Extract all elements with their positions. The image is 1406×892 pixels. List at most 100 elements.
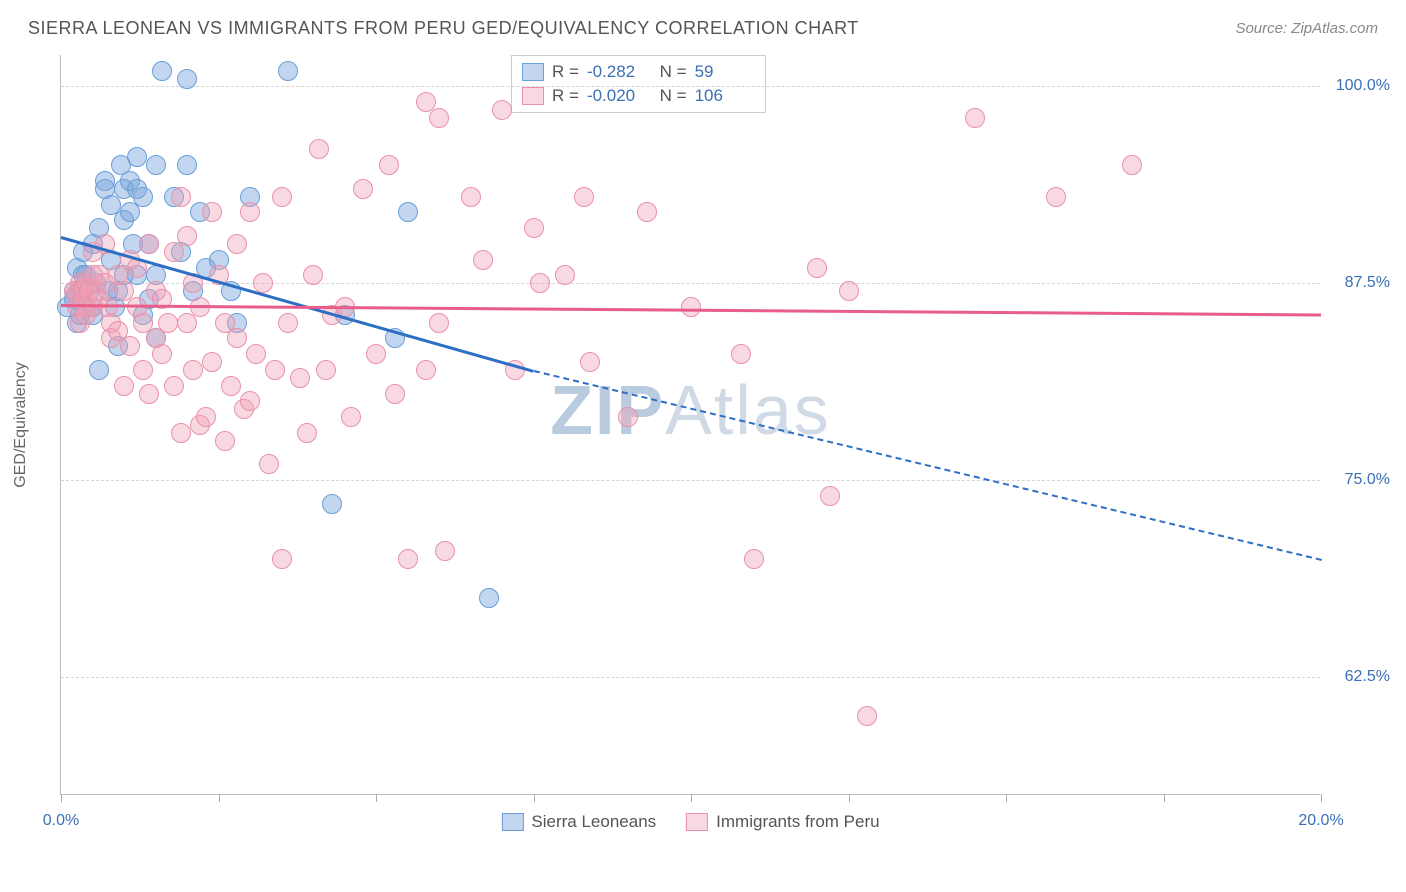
data-point — [839, 281, 859, 301]
data-point — [259, 454, 279, 474]
x-tick — [61, 794, 62, 802]
data-point — [574, 187, 594, 207]
legend-label: Immigrants from Peru — [716, 812, 879, 832]
data-point — [379, 155, 399, 175]
stat-n-label: N = — [655, 62, 687, 82]
data-point — [139, 384, 159, 404]
data-point — [1046, 187, 1066, 207]
x-tick — [849, 794, 850, 802]
legend-bottom: Sierra Leoneans Immigrants from Peru — [501, 812, 879, 832]
data-point — [227, 234, 247, 254]
data-point — [196, 407, 216, 427]
data-point — [303, 265, 323, 285]
gridline — [61, 677, 1320, 678]
data-point — [114, 376, 134, 396]
stat-r-label: R = — [552, 86, 579, 106]
stat-n-value: 59 — [695, 62, 755, 82]
data-point — [473, 250, 493, 270]
data-point — [530, 273, 550, 293]
data-point — [416, 360, 436, 380]
data-point — [221, 376, 241, 396]
data-point — [744, 549, 764, 569]
data-point — [385, 384, 405, 404]
legend-swatch — [522, 87, 544, 105]
stats-legend-box: R = -0.282 N = 59R = -0.020 N = 106 — [511, 55, 766, 113]
legend-swatch — [501, 813, 523, 831]
data-point — [398, 549, 418, 569]
data-point — [246, 344, 266, 364]
data-point — [89, 360, 109, 380]
source-attribution: Source: ZipAtlas.com — [1235, 20, 1378, 37]
data-point — [227, 328, 247, 348]
gridline — [61, 86, 1320, 87]
data-point — [290, 368, 310, 388]
data-point — [240, 202, 260, 222]
y-tick-label: 100.0% — [1336, 77, 1390, 95]
stats-row: R = -0.282 N = 59 — [522, 60, 755, 84]
data-point — [1122, 155, 1142, 175]
data-point — [171, 423, 191, 443]
data-point — [278, 61, 298, 81]
data-point — [272, 187, 292, 207]
data-point — [820, 486, 840, 506]
data-point — [265, 360, 285, 380]
stat-n-value: 106 — [695, 86, 755, 106]
x-tick — [691, 794, 692, 802]
data-point — [152, 344, 172, 364]
data-point — [429, 108, 449, 128]
data-point — [316, 360, 336, 380]
data-point — [127, 147, 147, 167]
data-point — [681, 297, 701, 317]
data-point — [429, 313, 449, 333]
gridline — [61, 480, 1320, 481]
data-point — [278, 313, 298, 333]
trend-line-extension — [533, 370, 1321, 561]
data-point — [857, 706, 877, 726]
data-point — [435, 541, 455, 561]
data-point — [158, 313, 178, 333]
data-point — [297, 423, 317, 443]
x-tick — [1321, 794, 1322, 802]
data-point — [322, 494, 342, 514]
data-point — [177, 69, 197, 89]
y-tick-label: 62.5% — [1345, 668, 1390, 686]
data-point — [353, 179, 373, 199]
data-point — [618, 407, 638, 427]
data-point — [479, 588, 499, 608]
x-tick-label: 20.0% — [1298, 812, 1343, 830]
data-point — [580, 352, 600, 372]
data-point — [272, 549, 292, 569]
stat-r-label: R = — [552, 62, 579, 82]
data-point — [555, 265, 575, 285]
stats-row: R =-0.020 N =106 — [522, 84, 755, 108]
data-point — [240, 391, 260, 411]
data-point — [120, 336, 140, 356]
x-tick — [534, 794, 535, 802]
legend-label: Sierra Leoneans — [531, 812, 656, 832]
data-point — [177, 155, 197, 175]
chart-title: SIERRA LEONEAN VS IMMIGRANTS FROM PERU G… — [28, 18, 859, 39]
stat-r-value: -0.282 — [587, 62, 647, 82]
data-point — [461, 187, 481, 207]
y-tick-label: 87.5% — [1345, 274, 1390, 292]
data-point — [965, 108, 985, 128]
data-point — [133, 187, 153, 207]
x-tick — [1164, 794, 1165, 802]
y-axis-label: GED/Equivalency — [12, 362, 30, 487]
stat-r-value: -0.020 — [587, 86, 647, 106]
legend-item: Immigrants from Peru — [686, 812, 879, 832]
data-point — [177, 226, 197, 246]
x-tick-label: 0.0% — [43, 812, 79, 830]
x-tick — [219, 794, 220, 802]
data-point — [171, 187, 191, 207]
data-point — [146, 155, 166, 175]
data-point — [398, 202, 418, 222]
legend-swatch — [686, 813, 708, 831]
data-point — [731, 344, 751, 364]
data-point — [202, 352, 222, 372]
data-point — [215, 431, 235, 451]
data-point — [637, 202, 657, 222]
data-point — [133, 360, 153, 380]
data-point — [183, 360, 203, 380]
legend-item: Sierra Leoneans — [501, 812, 656, 832]
